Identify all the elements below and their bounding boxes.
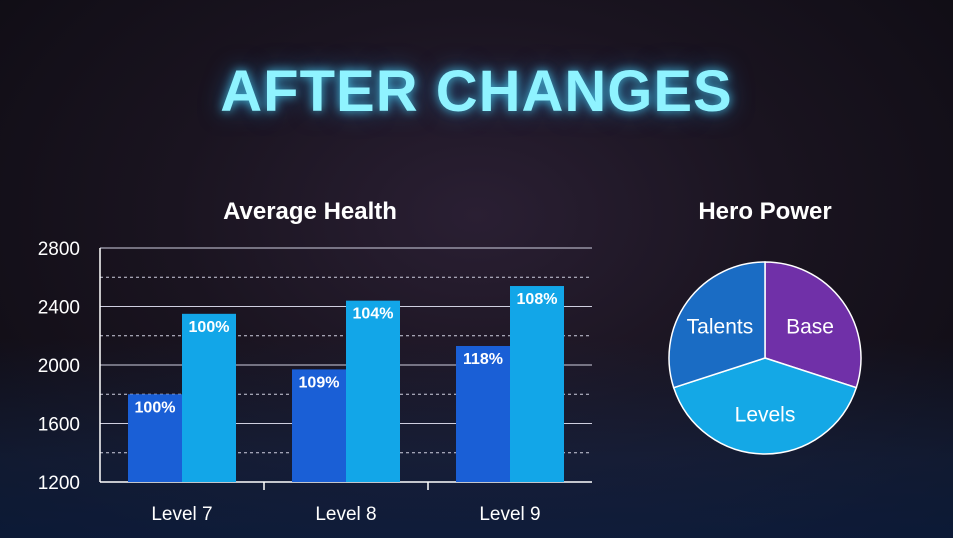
x-tick-label: Level 7 bbox=[151, 504, 212, 525]
y-tick-label: 2400 bbox=[38, 298, 80, 319]
bar-data-label: 109% bbox=[299, 374, 340, 391]
y-tick-label: 1600 bbox=[38, 415, 80, 436]
pie-slice-label: Talents bbox=[687, 315, 754, 338]
y-tick-label: 1200 bbox=[38, 473, 80, 494]
slide-title: AFTER CHANGES bbox=[220, 59, 733, 124]
bar-data-label: 100% bbox=[189, 319, 230, 336]
bar bbox=[456, 345, 510, 482]
y-tick-label: 2800 bbox=[38, 239, 80, 260]
bar bbox=[292, 369, 346, 482]
y-tick-label: 2000 bbox=[38, 356, 80, 377]
bar-data-label: 108% bbox=[517, 291, 558, 308]
x-tick-label: Level 9 bbox=[479, 504, 540, 525]
x-tick-label: Level 8 bbox=[315, 504, 376, 525]
bar bbox=[182, 313, 236, 482]
bar-data-label: 100% bbox=[135, 399, 176, 416]
bar bbox=[510, 286, 564, 482]
pie-slice-label: Levels bbox=[735, 404, 796, 427]
bar bbox=[346, 300, 400, 482]
pie-slice bbox=[764, 261, 862, 389]
pie-slice-label: Base bbox=[786, 315, 834, 338]
pie-slice bbox=[672, 357, 858, 455]
pie-chart-title: Hero Power bbox=[698, 198, 832, 225]
bar-chart-title: Average Health bbox=[223, 198, 397, 225]
bar-data-label: 104% bbox=[353, 306, 394, 323]
pie-slice bbox=[668, 261, 766, 389]
bar-data-label: 118% bbox=[463, 351, 503, 368]
bar bbox=[128, 394, 182, 482]
